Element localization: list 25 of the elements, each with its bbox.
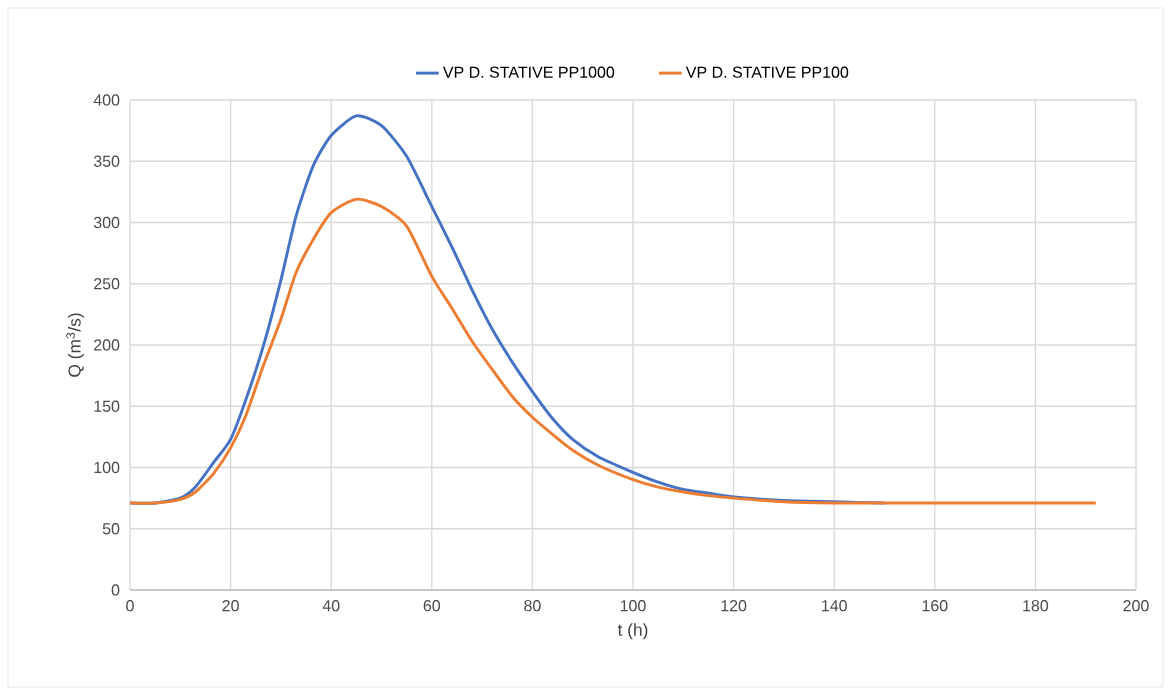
y-tick-label: 350 — [93, 155, 120, 167]
legend-label: VP D. STATIVE PP100 — [685, 66, 849, 78]
y-tick-label: 100 — [94, 461, 120, 474]
y-tick-label: 400 — [93, 94, 120, 106]
x-tick-label: 40 — [322, 600, 340, 612]
y-axis-title: Q (m$^{3}$/s) — [66, 313, 85, 377]
line-series — [130, 197, 1098, 505]
x-tick-label: 60 — [423, 600, 441, 612]
x-tick-label: 20 — [222, 600, 239, 612]
x-tick-label: 80 — [524, 600, 541, 612]
y-tick-label: 200 — [94, 339, 120, 351]
legend-label: VP D. STATIVE PP1000 — [442, 66, 615, 78]
x-tick-label: 0 — [126, 600, 134, 612]
x-tick-label: 200 — [1123, 600, 1149, 612]
x-axis-title: t (h) — [617, 623, 648, 640]
x-tick-label: 120 — [721, 600, 747, 612]
y-tick-label: 150 — [94, 400, 120, 412]
y-tick-label: 300 — [93, 216, 120, 229]
y-tick-label: 50 — [102, 523, 120, 535]
x-tick-label: 160 — [922, 600, 948, 612]
x-tick-label: 140 — [822, 600, 847, 612]
x-tick-label: 100 — [620, 600, 646, 612]
y-tick-label: 0 — [111, 584, 120, 596]
y-tick-label: 250 — [94, 278, 120, 290]
x-tick-label: 180 — [1023, 600, 1049, 612]
